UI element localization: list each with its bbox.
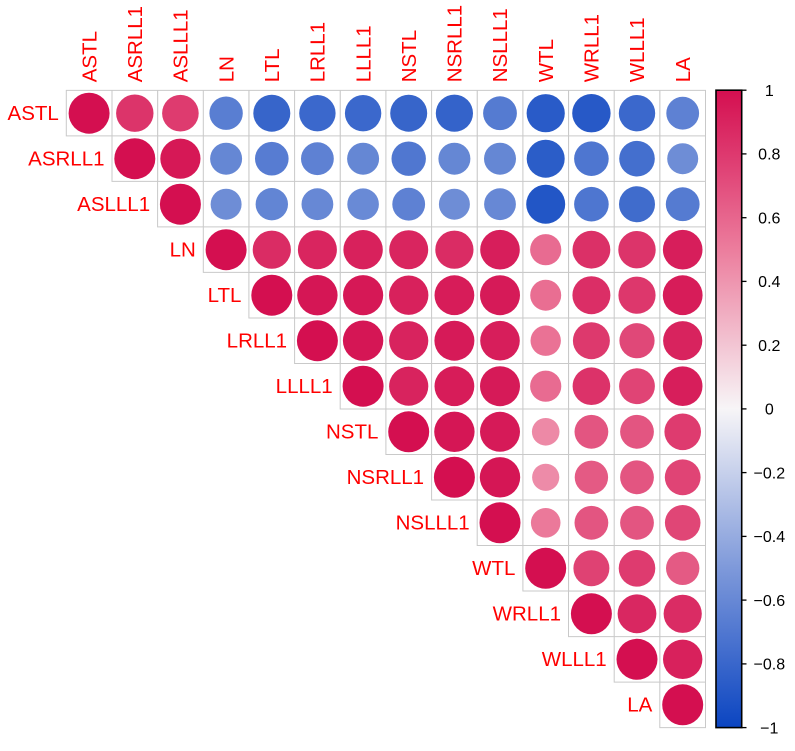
- svg-text:0.6: 0.6: [758, 210, 780, 227]
- svg-text:0.8: 0.8: [758, 147, 780, 164]
- svg-text:1: 1: [765, 83, 774, 100]
- svg-text:ASRLL1: ASRLL1: [28, 148, 104, 171]
- svg-text:−1: −1: [760, 720, 778, 737]
- svg-text:WLLL1: WLLL1: [626, 17, 649, 82]
- svg-text:ASRLL1: ASRLL1: [124, 6, 147, 82]
- svg-text:LRLL1: LRLL1: [227, 330, 287, 353]
- svg-text:NSRLL1: NSRLL1: [444, 5, 467, 83]
- svg-text:WRLL1: WRLL1: [493, 603, 561, 626]
- svg-text:LA: LA: [672, 57, 695, 82]
- svg-text:LTL: LTL: [261, 48, 284, 82]
- svg-text:NSLLL1: NSLLL1: [396, 512, 470, 535]
- svg-text:ASLLL1: ASLLL1: [170, 9, 193, 82]
- svg-text:LLLL1: LLLL1: [276, 375, 333, 398]
- svg-text:WRLL1: WRLL1: [581, 14, 604, 82]
- svg-text:NSRLL1: NSRLL1: [347, 466, 425, 489]
- svg-text:ASTL: ASTL: [8, 102, 59, 125]
- svg-text:0.2: 0.2: [758, 338, 780, 355]
- svg-text:LA: LA: [627, 694, 652, 717]
- svg-text:LLLL1: LLLL1: [352, 25, 375, 82]
- svg-text:NSLLL1: NSLLL1: [489, 8, 512, 82]
- svg-text:NSTL: NSTL: [398, 30, 421, 82]
- svg-text:ASTL: ASTL: [78, 31, 101, 82]
- svg-text:−0.2: −0.2: [754, 465, 786, 482]
- svg-text:0.4: 0.4: [758, 274, 780, 291]
- svg-text:−0.6: −0.6: [754, 593, 786, 610]
- svg-text:−0.4: −0.4: [754, 529, 786, 546]
- svg-text:LTL: LTL: [208, 284, 242, 307]
- svg-text:LRLL1: LRLL1: [307, 22, 330, 82]
- svg-text:−0.8: −0.8: [754, 657, 786, 674]
- svg-text:WLLL1: WLLL1: [542, 648, 607, 671]
- svg-text:WTL: WTL: [535, 39, 558, 82]
- svg-text:LN: LN: [215, 56, 238, 82]
- svg-text:ASLLL1: ASLLL1: [77, 193, 150, 216]
- svg-text:0: 0: [765, 402, 774, 419]
- svg-text:WTL: WTL: [472, 557, 515, 580]
- svg-text:LN: LN: [170, 239, 196, 262]
- svg-text:NSTL: NSTL: [326, 421, 378, 444]
